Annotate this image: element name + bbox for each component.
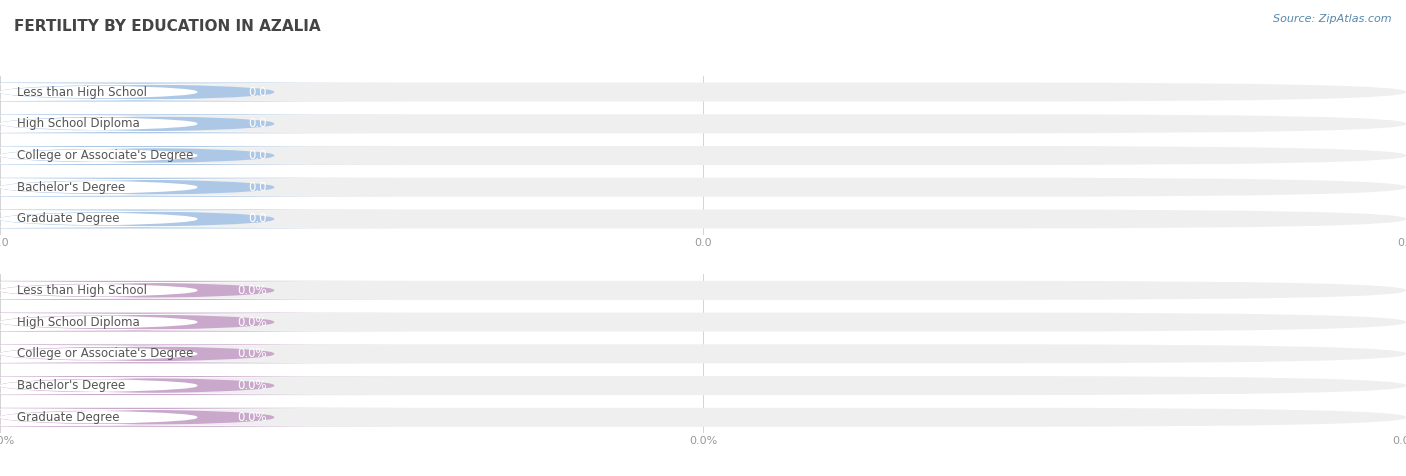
FancyBboxPatch shape bbox=[0, 179, 352, 196]
Text: High School Diploma: High School Diploma bbox=[17, 117, 139, 130]
Text: Bachelor's Degree: Bachelor's Degree bbox=[17, 379, 125, 392]
Text: Source: ZipAtlas.com: Source: ZipAtlas.com bbox=[1274, 14, 1392, 24]
FancyBboxPatch shape bbox=[0, 114, 405, 133]
FancyBboxPatch shape bbox=[0, 377, 352, 394]
FancyBboxPatch shape bbox=[0, 408, 1406, 427]
FancyBboxPatch shape bbox=[0, 146, 405, 165]
Text: College or Associate's Degree: College or Associate's Degree bbox=[17, 347, 193, 360]
Text: 0.0: 0.0 bbox=[249, 149, 267, 162]
FancyBboxPatch shape bbox=[0, 282, 352, 298]
FancyBboxPatch shape bbox=[0, 146, 1406, 165]
FancyBboxPatch shape bbox=[0, 147, 352, 164]
Text: 0.0: 0.0 bbox=[249, 86, 267, 99]
FancyBboxPatch shape bbox=[0, 209, 405, 228]
Text: Graduate Degree: Graduate Degree bbox=[17, 212, 120, 226]
Text: Less than High School: Less than High School bbox=[17, 86, 146, 99]
Text: College or Associate's Degree: College or Associate's Degree bbox=[17, 149, 193, 162]
FancyBboxPatch shape bbox=[0, 209, 1406, 228]
Text: 0.0%: 0.0% bbox=[238, 411, 267, 424]
FancyBboxPatch shape bbox=[0, 116, 352, 132]
FancyBboxPatch shape bbox=[0, 314, 352, 330]
FancyBboxPatch shape bbox=[0, 281, 405, 300]
FancyBboxPatch shape bbox=[0, 346, 352, 362]
Text: 0.0%: 0.0% bbox=[238, 347, 267, 360]
FancyBboxPatch shape bbox=[0, 178, 405, 197]
Text: Bachelor's Degree: Bachelor's Degree bbox=[17, 181, 125, 194]
FancyBboxPatch shape bbox=[0, 281, 1406, 300]
FancyBboxPatch shape bbox=[0, 82, 405, 101]
FancyBboxPatch shape bbox=[0, 114, 1406, 133]
Text: 0.0: 0.0 bbox=[249, 212, 267, 226]
FancyBboxPatch shape bbox=[0, 344, 405, 363]
Text: 0.0: 0.0 bbox=[249, 117, 267, 130]
FancyBboxPatch shape bbox=[0, 313, 1406, 332]
Text: 0.0%: 0.0% bbox=[238, 379, 267, 392]
Text: FERTILITY BY EDUCATION IN AZALIA: FERTILITY BY EDUCATION IN AZALIA bbox=[14, 19, 321, 34]
Text: 0.0%: 0.0% bbox=[238, 284, 267, 297]
Text: Less than High School: Less than High School bbox=[17, 284, 146, 297]
Text: Graduate Degree: Graduate Degree bbox=[17, 411, 120, 424]
FancyBboxPatch shape bbox=[0, 82, 1406, 101]
FancyBboxPatch shape bbox=[0, 178, 1406, 197]
FancyBboxPatch shape bbox=[0, 84, 352, 100]
Text: High School Diploma: High School Diploma bbox=[17, 316, 139, 328]
Text: 0.0: 0.0 bbox=[249, 181, 267, 194]
FancyBboxPatch shape bbox=[0, 409, 352, 426]
FancyBboxPatch shape bbox=[0, 408, 405, 427]
FancyBboxPatch shape bbox=[0, 313, 405, 332]
FancyBboxPatch shape bbox=[0, 376, 1406, 395]
FancyBboxPatch shape bbox=[0, 344, 1406, 363]
FancyBboxPatch shape bbox=[0, 211, 352, 227]
Text: 0.0%: 0.0% bbox=[238, 316, 267, 328]
FancyBboxPatch shape bbox=[0, 376, 405, 395]
